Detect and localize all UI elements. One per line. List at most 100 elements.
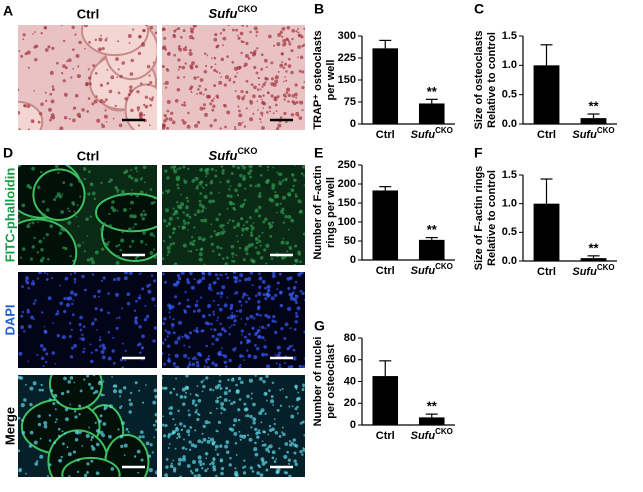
speck bbox=[244, 245, 249, 250]
speck bbox=[261, 85, 264, 88]
speck bbox=[33, 45, 37, 49]
speck bbox=[77, 65, 80, 68]
speck bbox=[212, 467, 217, 472]
speck bbox=[239, 173, 243, 178]
speck bbox=[118, 389, 123, 394]
speck bbox=[180, 428, 184, 432]
speck bbox=[152, 423, 156, 427]
speck bbox=[69, 117, 71, 120]
speck bbox=[235, 383, 238, 387]
speck bbox=[294, 320, 298, 324]
speck bbox=[133, 309, 137, 312]
speck bbox=[18, 50, 21, 52]
speck bbox=[168, 407, 171, 410]
speck bbox=[220, 467, 225, 471]
speck bbox=[204, 88, 208, 91]
speck bbox=[94, 71, 98, 75]
speck bbox=[266, 165, 270, 169]
speck bbox=[195, 360, 200, 365]
speck bbox=[259, 473, 264, 477]
speck bbox=[237, 121, 242, 127]
speck bbox=[262, 220, 266, 224]
speck bbox=[104, 109, 107, 112]
speck bbox=[174, 211, 177, 214]
speck bbox=[220, 76, 222, 78]
speck bbox=[244, 415, 247, 417]
speck bbox=[30, 281, 36, 286]
column-header-sup: CKO bbox=[237, 146, 257, 156]
speck bbox=[73, 272, 77, 275]
y-axis-label: TRAP⁺ osteoclasts bbox=[312, 30, 324, 129]
x-tick-label: SufuCKO bbox=[572, 263, 614, 278]
speck bbox=[183, 76, 186, 79]
speck bbox=[247, 354, 252, 358]
speck bbox=[281, 61, 284, 64]
speck bbox=[254, 185, 257, 188]
speck bbox=[72, 450, 77, 454]
speck bbox=[25, 383, 27, 386]
speck bbox=[240, 51, 243, 55]
speck bbox=[67, 220, 72, 225]
speck bbox=[152, 339, 156, 343]
speck bbox=[275, 211, 278, 214]
speck bbox=[249, 30, 252, 34]
speck bbox=[274, 353, 277, 356]
significance: ** bbox=[588, 240, 599, 255]
speck bbox=[47, 296, 52, 301]
speck bbox=[83, 347, 86, 350]
speck bbox=[278, 434, 282, 438]
speck bbox=[101, 355, 106, 360]
speck bbox=[129, 72, 134, 76]
speck bbox=[200, 441, 204, 444]
speck bbox=[220, 347, 223, 350]
speck bbox=[29, 257, 34, 261]
speck bbox=[185, 196, 189, 200]
speck bbox=[239, 340, 243, 344]
speck bbox=[122, 386, 127, 390]
speck bbox=[72, 67, 75, 70]
speck bbox=[247, 243, 252, 248]
speck bbox=[201, 432, 204, 435]
speck bbox=[177, 68, 180, 71]
speck bbox=[67, 452, 72, 457]
speck bbox=[226, 194, 230, 198]
speck bbox=[196, 364, 200, 368]
speck bbox=[212, 389, 215, 392]
speck bbox=[18, 88, 20, 91]
speck bbox=[18, 110, 21, 115]
speck bbox=[68, 475, 71, 477]
speck bbox=[79, 389, 83, 393]
speck bbox=[294, 280, 298, 284]
speck bbox=[271, 183, 276, 188]
speck bbox=[263, 58, 268, 63]
speck bbox=[70, 328, 74, 331]
speck bbox=[146, 64, 151, 69]
speck bbox=[228, 219, 231, 222]
speck bbox=[51, 46, 55, 51]
speck bbox=[290, 70, 294, 75]
speck bbox=[251, 226, 255, 230]
speck bbox=[302, 232, 305, 236]
speck bbox=[218, 80, 223, 85]
speck bbox=[229, 77, 232, 80]
speck bbox=[278, 181, 283, 186]
speck bbox=[176, 216, 180, 220]
speck bbox=[286, 276, 291, 281]
speck bbox=[173, 53, 176, 57]
speck bbox=[236, 95, 241, 99]
speck bbox=[141, 334, 145, 339]
speck bbox=[294, 92, 298, 97]
speck bbox=[187, 357, 190, 360]
speck bbox=[169, 464, 174, 469]
speck bbox=[228, 389, 232, 393]
speck bbox=[241, 234, 244, 236]
speck bbox=[40, 248, 44, 252]
speck bbox=[204, 420, 209, 425]
speck bbox=[276, 171, 279, 174]
speck bbox=[275, 103, 278, 107]
speck bbox=[294, 244, 298, 248]
speck bbox=[253, 85, 257, 90]
speck bbox=[89, 343, 92, 346]
speck bbox=[112, 117, 115, 120]
speck bbox=[275, 362, 278, 365]
